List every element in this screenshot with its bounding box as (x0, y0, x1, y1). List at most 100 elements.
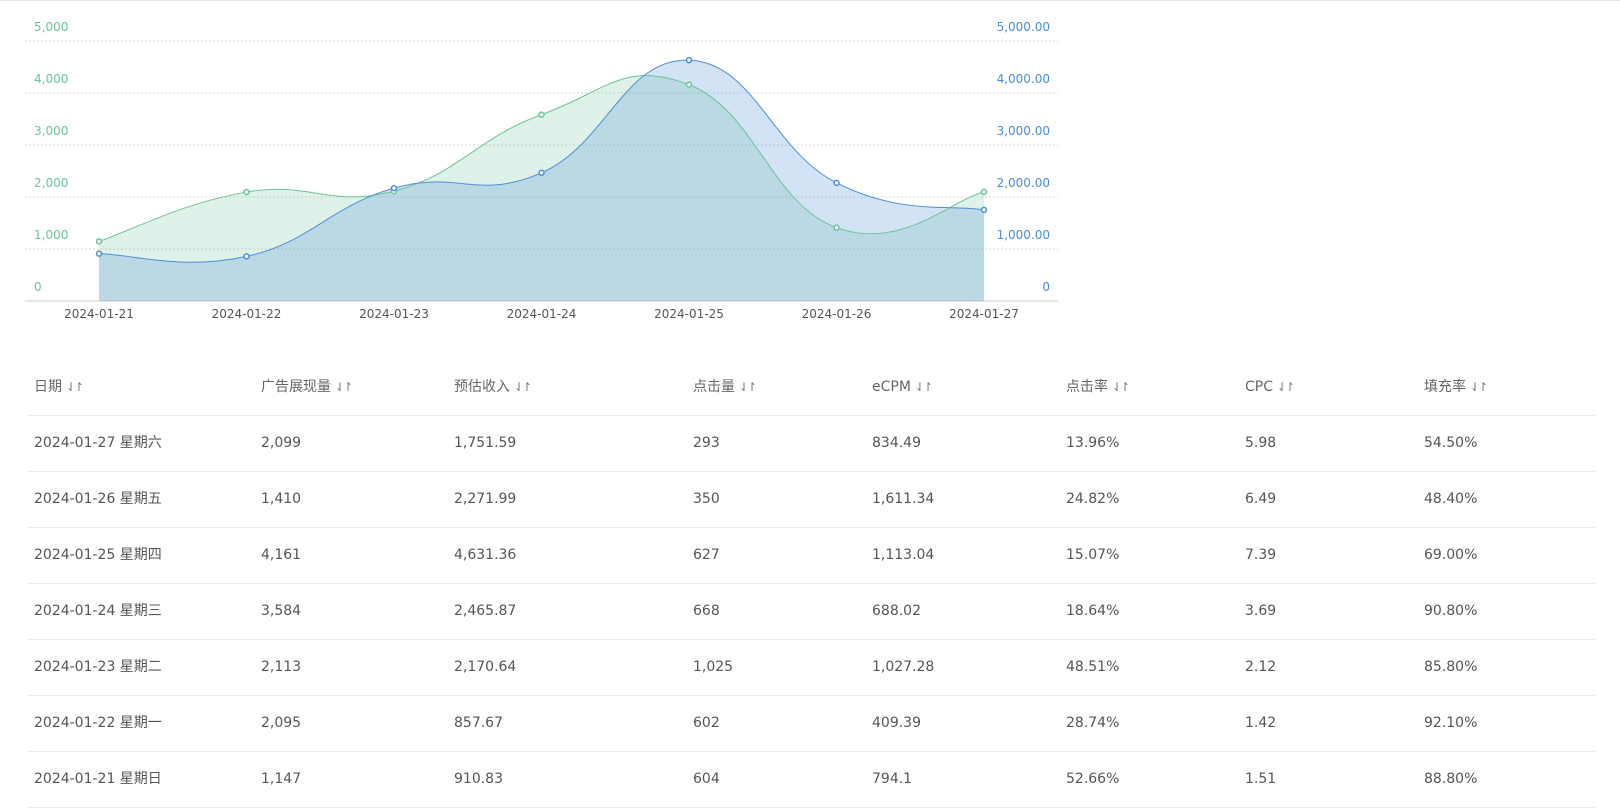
table-row: 2024-01-21 星期日 1,147 910.83 604 794.1 52… (27, 752, 1595, 808)
y-left-tick-label: 4,000 (34, 72, 68, 86)
cell-clicks: 1,025 (693, 659, 734, 675)
impressions-data-point (243, 188, 250, 196)
cell-ctr: 24.82% (1066, 491, 1120, 507)
cell-estimated-revenue: 4,631.36 (454, 547, 517, 563)
y-left-tick-label: 2,000 (34, 176, 68, 190)
cell-impressions: 2,113 (261, 659, 302, 675)
cell-estimated-revenue: 2,465.87 (454, 603, 517, 619)
cell-ecpm: 1,113.04 (872, 547, 935, 563)
data-table: 日期 ⇃↾ 广告展现量 ⇃↾ 预估收入 ⇃↾ 点击量 ⇃↾ eCPM ⇃↾ 点击率 ⇃↾ C… (27, 360, 1595, 808)
cell-cpc: 5.98 (1245, 435, 1277, 451)
revenue-data-point (833, 179, 840, 187)
table-row: 2024-01-25 星期四 4,161 4,631.36 627 1,113.… (27, 528, 1595, 584)
header-fill-rate[interactable]: 填充率 ⇃↾ (1424, 360, 1488, 415)
y-left-tick-label: 0 (34, 280, 42, 294)
top-divider (0, 0, 1620, 1)
sort-icon[interactable]: ⇃↾ (1277, 380, 1295, 394)
x-tick-label: 2024-01-25 (654, 307, 724, 321)
header-ctr[interactable]: 点击率 ⇃↾ (1066, 360, 1130, 415)
cell-impressions: 3,584 (261, 603, 302, 619)
impressions-series-area (99, 75, 984, 301)
cell-cpc: 1.42 (1245, 715, 1277, 731)
revenue-data-point (538, 169, 545, 177)
cell-estimated-revenue: 2,170.64 (454, 659, 517, 675)
y-right-tick-label: 4,000.00 (997, 72, 1050, 86)
cell-date: 2024-01-25 星期四 (34, 547, 162, 563)
cell-date: 2024-01-22 星期一 (34, 715, 162, 731)
header-date[interactable]: 日期 ⇃↾ (34, 360, 84, 415)
table-row: 2024-01-24 星期三 3,584 2,465.87 668 688.02… (27, 584, 1595, 640)
revenue-data-point (980, 206, 988, 214)
impressions-data-point (685, 81, 693, 88)
cell-date: 2024-01-23 星期二 (34, 659, 162, 675)
cell-ctr: 15.07% (1066, 547, 1120, 563)
table-header-row: 日期 ⇃↾ 广告展现量 ⇃↾ 预估收入 ⇃↾ 点击量 ⇃↾ eCPM ⇃↾ 点击率 ⇃↾ C… (27, 360, 1595, 416)
impressions-data-point (538, 111, 545, 118)
cell-impressions: 1,147 (261, 771, 302, 787)
y-right-tick-label: 3,000.00 (997, 124, 1050, 138)
revenue-data-point (390, 184, 398, 192)
y-left-tick-label: 3,000 (34, 124, 68, 138)
cell-estimated-revenue: 2,271.99 (454, 491, 517, 507)
cell-clicks: 604 (693, 771, 720, 787)
sort-icon[interactable]: ⇃↾ (335, 380, 353, 394)
cell-fill-rate: 54.50% (1424, 435, 1478, 451)
sort-icon[interactable]: ⇃↾ (1470, 380, 1488, 394)
sort-icon[interactable]: ⇃↾ (514, 380, 532, 394)
cell-ecpm: 794.1 (872, 771, 913, 787)
x-tick-label: 2024-01-21 (64, 307, 134, 321)
sort-icon[interactable]: ⇃↾ (1112, 380, 1130, 394)
revenue-data-point (685, 56, 693, 64)
y-left-tick-label: 1,000 (34, 228, 68, 242)
cell-fill-rate: 85.80% (1424, 659, 1478, 675)
sort-icon[interactable]: ⇃↾ (739, 380, 757, 394)
cell-date: 2024-01-26 星期五 (34, 491, 162, 507)
cell-ctr: 18.64% (1066, 603, 1120, 619)
header-impressions[interactable]: 广告展现量 ⇃↾ (261, 360, 353, 415)
y-right-tick-label: 1,000.00 (997, 228, 1050, 242)
header-estimated-revenue[interactable]: 预估收入 ⇃↾ (454, 360, 532, 415)
cell-ecpm: 834.49 (872, 435, 921, 451)
cell-ecpm: 1,027.28 (872, 659, 935, 675)
dual-axis-area-chart: 0 1,000 2,000 3,000 4,000 5,000 0 1,000.00 2,000… (25, 20, 1058, 321)
cell-ecpm: 409.39 (872, 715, 921, 731)
cell-estimated-revenue: 857.67 (454, 715, 503, 731)
x-tick-label: 2024-01-22 (212, 307, 282, 321)
cell-cpc: 6.49 (1245, 491, 1277, 507)
cell-fill-rate: 88.80% (1424, 771, 1478, 787)
table-row: 2024-01-22 星期一 2,095 857.67 602 409.39 2… (27, 696, 1595, 752)
cell-clicks: 602 (693, 715, 720, 731)
header-clicks[interactable]: 点击量 ⇃↾ (693, 360, 757, 415)
cell-cpc: 7.39 (1245, 547, 1277, 563)
cell-cpc: 3.69 (1245, 603, 1277, 619)
revenue-data-point (95, 250, 103, 257)
x-tick-label: 2024-01-27 (949, 307, 1019, 321)
table-row: 2024-01-27 星期六 2,099 1,751.59 293 834.49… (27, 416, 1595, 472)
sort-icon[interactable]: ⇃↾ (66, 380, 84, 394)
cell-date: 2024-01-21 星期日 (34, 771, 162, 787)
header-ecpm[interactable]: eCPM ⇃↾ (872, 360, 933, 415)
cell-impressions: 1,410 (261, 491, 302, 507)
y-left-tick-label: 5,000 (34, 20, 68, 34)
cell-cpc: 1.51 (1245, 771, 1277, 787)
cell-ctr: 48.51% (1066, 659, 1120, 675)
cell-fill-rate: 69.00% (1424, 547, 1478, 563)
x-tick-label: 2024-01-24 (507, 307, 577, 321)
cell-clicks: 627 (693, 547, 720, 563)
cell-clicks: 668 (693, 603, 720, 619)
impressions-data-point (980, 188, 988, 196)
header-cpc[interactable]: CPC ⇃↾ (1245, 360, 1295, 415)
y-right-tick-label: 0 (1042, 280, 1050, 294)
cell-date: 2024-01-27 星期六 (34, 435, 162, 451)
impressions-data-point (95, 238, 103, 245)
cell-cpc: 2.12 (1245, 659, 1277, 675)
cell-date: 2024-01-24 星期三 (34, 603, 162, 619)
cell-fill-rate: 48.40% (1424, 491, 1478, 507)
cell-ecpm: 1,611.34 (872, 491, 935, 507)
sort-icon[interactable]: ⇃↾ (914, 380, 933, 394)
cell-fill-rate: 92.10% (1424, 715, 1478, 731)
cell-ctr: 28.74% (1066, 715, 1120, 731)
cell-ecpm: 688.02 (872, 603, 921, 619)
cell-estimated-revenue: 1,751.59 (454, 435, 517, 451)
table-row: 2024-01-26 星期五 1,410 2,271.99 350 1,611.… (27, 472, 1595, 528)
